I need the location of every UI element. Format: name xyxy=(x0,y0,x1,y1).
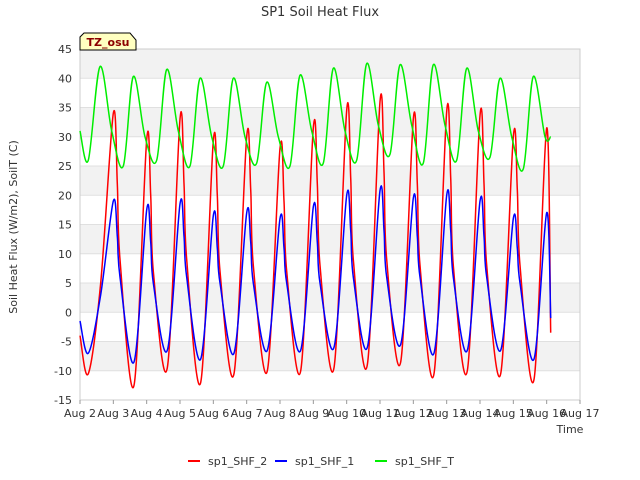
y-tick-label: 40 xyxy=(58,72,72,85)
plot-band xyxy=(80,166,580,196)
y-tick-label: 10 xyxy=(58,248,72,261)
y-tick-label: 5 xyxy=(65,277,72,290)
legend-entry-label: sp1_SHF_2 xyxy=(208,455,267,468)
plot-band xyxy=(80,49,580,79)
x-axis-ticks: Aug 2 Aug 3 Aug 4 Aug 5 Aug 6 Aug 7 Aug 8 Aug 9… xyxy=(64,400,599,420)
series-line-sp1_SHF_1 xyxy=(79,185,552,364)
tz-badge-label: TZ_osu xyxy=(87,36,130,49)
x-tick-label: Aug 3 xyxy=(97,407,129,420)
y-tick-label: 45 xyxy=(58,43,72,56)
x-tick-label: Aug 17 xyxy=(561,407,600,420)
series-layer xyxy=(79,62,552,389)
y-tick-label: 0 xyxy=(65,306,72,319)
series-line-sp1_SHF_T xyxy=(79,62,552,172)
y-tick-label: 25 xyxy=(58,160,72,173)
x-tick-label: Aug 8 xyxy=(264,407,296,420)
x-tick-label: Aug 13 xyxy=(427,407,466,420)
x-tick-label: Aug 15 xyxy=(494,407,533,420)
y-tick-label: -10 xyxy=(54,365,72,378)
y-axis-label: Soil Heat Flux (W/m2), SoilT (C) xyxy=(7,140,20,313)
series-line-sp1_SHF_2 xyxy=(79,93,552,389)
legend: sp1_SHF_2 sp1_SHF_1 sp1_SHF_T xyxy=(188,455,454,468)
tz-badge: TZ_osu xyxy=(79,32,137,51)
x-tick-label: Aug 10 xyxy=(327,407,366,420)
y-tick-label: 15 xyxy=(58,219,72,232)
legend-entry-label: sp1_SHF_1 xyxy=(295,455,354,468)
y-axis-ticks: -15 -10 -5 0 5 10 15 20 25 30 35 40 45 xyxy=(54,43,72,407)
plot-band xyxy=(80,224,580,254)
plot-band xyxy=(80,283,580,313)
x-tick-label: Aug 9 xyxy=(297,407,329,420)
x-tick-label: Aug 2 xyxy=(64,407,96,420)
x-tick-label: Aug 7 xyxy=(231,407,263,420)
legend-entry-label: sp1_SHF_T xyxy=(395,455,454,468)
plot-bands xyxy=(80,49,580,371)
y-tick-label: 20 xyxy=(58,189,72,202)
x-axis-label: Time xyxy=(556,423,584,436)
plot-band xyxy=(80,107,580,137)
x-tick-label: Aug 4 xyxy=(131,407,163,420)
y-tick-label: -5 xyxy=(61,336,72,349)
x-tick-label: Aug 16 xyxy=(527,407,566,420)
x-tick-label: Aug 14 xyxy=(461,407,500,420)
x-tick-label: Aug 5 xyxy=(164,407,196,420)
x-tick-label: Aug 11 xyxy=(361,407,400,420)
y-tick-label: 35 xyxy=(58,102,72,115)
y-tick-label: 30 xyxy=(58,131,72,144)
x-tick-label: Aug 6 xyxy=(197,407,229,420)
x-tick-label: Aug 12 xyxy=(394,407,433,420)
y-tick-label: -15 xyxy=(54,394,72,407)
chart-title: SP1 Soil Heat Flux xyxy=(261,5,379,20)
plot-frame xyxy=(79,48,581,401)
